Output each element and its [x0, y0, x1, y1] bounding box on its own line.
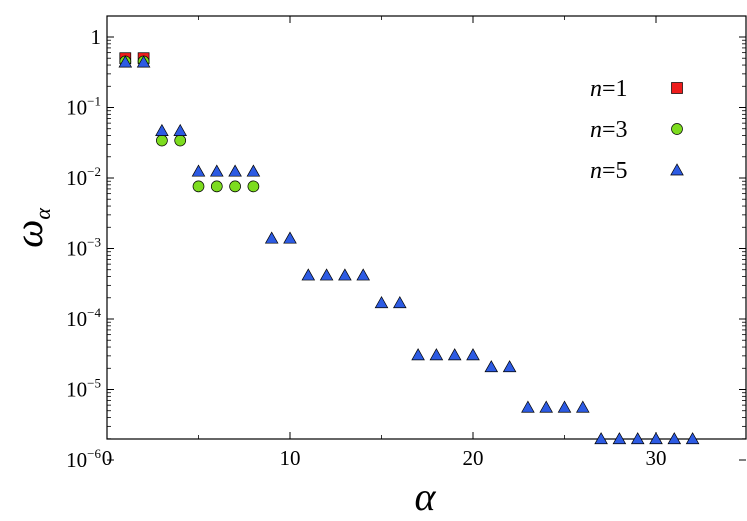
data-point-triangle	[173, 123, 187, 136]
data-point-triangle	[685, 432, 700, 445]
plot-frame	[106, 15, 747, 440]
data-point-triangle	[411, 348, 425, 361]
data-point-triangle	[576, 400, 590, 413]
legend-marker-square	[671, 82, 683, 94]
legend: n=1 n=3 n=5	[590, 76, 684, 184]
x-tick-label: 30	[646, 446, 667, 470]
data-point-circle	[210, 180, 223, 193]
data-point-triangle	[374, 296, 389, 309]
legend-marker-circle	[671, 123, 683, 135]
data-point-triangle	[667, 432, 682, 445]
data-point-triangle	[466, 348, 480, 361]
x-tick-label: 10	[280, 446, 301, 470]
data-point-circle	[156, 134, 168, 147]
data-point-triangle	[521, 400, 535, 413]
y-tick-label: 10−1	[66, 94, 101, 120]
data-point-circle	[174, 134, 187, 147]
y-tick-label: 10−5	[66, 376, 101, 402]
data-point-triangle	[649, 432, 663, 445]
data-point-triangle	[356, 268, 370, 281]
data-point-circle	[229, 180, 241, 193]
y-axis-label: ωα	[6, 208, 55, 248]
svg-text:ωα: ωα	[6, 208, 55, 248]
y-axis-label-main: ω	[6, 220, 51, 248]
data-points	[118, 52, 700, 445]
y-tick-label: 10−2	[66, 164, 101, 190]
data-point-triangle	[539, 400, 553, 413]
y-axis-label-sub: α	[30, 208, 55, 220]
data-point-triangle	[283, 231, 297, 244]
data-point-triangle	[319, 268, 334, 281]
data-point-triangle	[191, 164, 206, 177]
x-axis: 0 10 20 30	[102, 16, 667, 470]
data-point-triangle	[136, 55, 151, 68]
data-point-triangle	[155, 123, 169, 136]
x-axis-label: α	[415, 474, 437, 519]
data-point-triangle	[594, 432, 608, 445]
data-point-triangle	[429, 348, 444, 361]
data-point-circle	[247, 180, 260, 193]
x-tick-label: 20	[463, 446, 484, 470]
data-point-triangle	[484, 360, 499, 373]
data-point-triangle	[612, 432, 627, 445]
data-point-triangle	[264, 231, 279, 244]
data-point-triangle	[557, 400, 572, 413]
y-tick-label: 1	[91, 25, 102, 49]
y-tick-label: 10−3	[66, 235, 101, 261]
legend-label: n=5	[590, 158, 628, 184]
y-tick-label: 10−4	[66, 305, 101, 331]
data-point-circle	[192, 180, 205, 193]
y-tick-label: 10−6	[66, 446, 101, 472]
data-point-triangle	[630, 432, 645, 445]
legend-label: n=1	[590, 76, 628, 102]
data-point-triangle	[502, 360, 517, 373]
data-point-triangle	[118, 55, 133, 68]
legend-marker-triangle	[670, 163, 684, 176]
data-point-triangle	[210, 164, 224, 177]
data-point-triangle	[338, 268, 352, 281]
legend-label: n=3	[590, 117, 628, 143]
data-point-triangle	[301, 268, 316, 281]
y-axis: 1 10−1 10−2 10−3 10−4 10−5 10−6	[66, 25, 746, 472]
data-point-triangle	[228, 164, 242, 177]
data-point-triangle	[246, 164, 261, 177]
data-point-triangle	[393, 296, 407, 309]
data-point-triangle	[447, 348, 462, 361]
x-tick-label: 0	[102, 446, 113, 470]
